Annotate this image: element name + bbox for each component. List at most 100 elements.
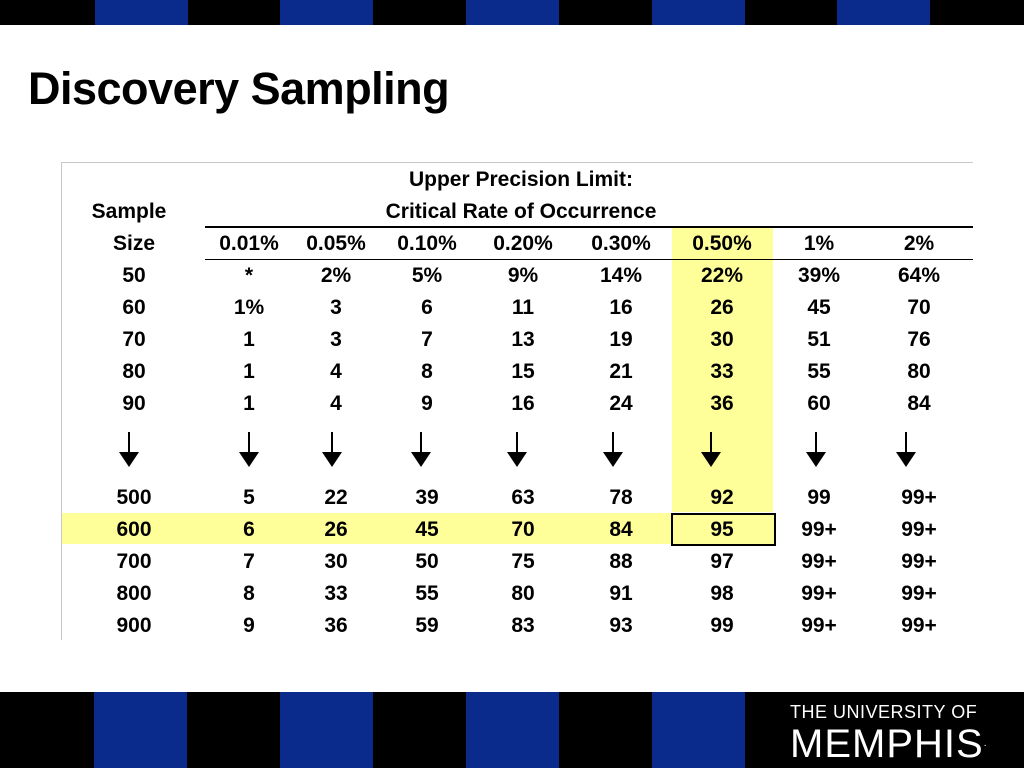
- table-cell: 84: [907, 392, 931, 415]
- table-cell: 30: [710, 328, 734, 351]
- table-frame-top: [61, 162, 973, 163]
- table-cell: 98: [710, 582, 734, 605]
- table-cell: 1: [243, 328, 255, 351]
- table-cell: 99+: [801, 550, 837, 573]
- bottom-stripe-5: [466, 692, 559, 768]
- top-stripe-5: [466, 0, 559, 25]
- sample-size-cell: 700: [116, 550, 152, 573]
- rate-header: 0.20%: [493, 232, 553, 255]
- sample-size-cell: 800: [116, 582, 152, 605]
- table-cell: 75: [511, 550, 535, 573]
- boxed-cell: [671, 513, 776, 546]
- table-cell: 22: [324, 486, 348, 509]
- table-cell: 14%: [599, 264, 643, 287]
- table-cell: 84: [609, 518, 633, 541]
- bottom-stripe-8: [745, 692, 1024, 768]
- table-cell: 1: [243, 392, 255, 415]
- rate-header: 1%: [803, 232, 835, 255]
- rate-header: 2%: [903, 232, 935, 255]
- sample-size-cell: 80: [122, 360, 146, 383]
- table-cell: 63: [511, 486, 535, 509]
- sample-label: Sample: [91, 200, 167, 223]
- table-cell: 3: [330, 328, 342, 351]
- rate-header: 0.10%: [397, 232, 457, 255]
- down-arrow-icon: [119, 432, 139, 467]
- table-cell: 3: [330, 296, 342, 319]
- table-cell: 24: [609, 392, 633, 415]
- down-arrow-icon: [411, 432, 431, 467]
- table-cell: 7: [421, 328, 433, 351]
- table-cell: 99: [710, 614, 734, 637]
- table-cell: 99+: [901, 518, 937, 541]
- table-frame-left: [61, 162, 62, 640]
- first-row-rule: [205, 259, 973, 260]
- table-cell: 4: [330, 392, 342, 415]
- down-arrow-icon: [322, 432, 342, 467]
- table-cell: 99+: [801, 614, 837, 637]
- table-cell: 4: [330, 360, 342, 383]
- highlighted-column: [672, 227, 773, 512]
- table-cell: 19: [609, 328, 633, 351]
- table-cell: 8: [243, 582, 255, 605]
- table-cell: 30: [324, 550, 348, 573]
- bottom-stripe-0: [0, 692, 94, 768]
- university-logo: THE UNIVERSITY OF MEMPHIS.: [790, 702, 990, 766]
- upper-precision-limit-label: Upper Precision Limit:: [408, 168, 634, 191]
- table-cell: 55: [415, 582, 439, 605]
- table-cell: 64%: [897, 264, 941, 287]
- table-cell: 76: [907, 328, 931, 351]
- table-cell: 60: [807, 392, 831, 415]
- bottom-stripe-3: [280, 692, 373, 768]
- down-arrow-icon: [701, 432, 721, 467]
- table-cell: 9: [421, 392, 433, 415]
- top-stripe-9: [837, 0, 931, 25]
- logo-wordmark: MEMPHIS: [790, 722, 984, 766]
- table-cell: 8: [421, 360, 433, 383]
- table-cell: 2%: [320, 264, 352, 287]
- table-cell: 51: [807, 328, 831, 351]
- table-cell: 93: [609, 614, 633, 637]
- table-cell: 13: [511, 328, 535, 351]
- table-cell: 97: [710, 550, 734, 573]
- table-cell: 5: [243, 486, 255, 509]
- table-cell: 88: [609, 550, 633, 573]
- rate-header: 0.30%: [591, 232, 651, 255]
- table-cell: 1%: [233, 296, 265, 319]
- table-cell: 5%: [411, 264, 443, 287]
- table-cell: 45: [415, 518, 439, 541]
- down-arrow-icon: [603, 432, 623, 467]
- table-cell: 6: [243, 518, 255, 541]
- table-cell: 6: [421, 296, 433, 319]
- rate-header: 0.50%: [692, 232, 752, 255]
- table-cell: 15: [511, 360, 535, 383]
- table-cell: 99+: [901, 582, 937, 605]
- table-cell: 36: [324, 614, 348, 637]
- table-cell: 45: [807, 296, 831, 319]
- table-cell: 33: [710, 360, 734, 383]
- table-cell: 1: [243, 360, 255, 383]
- sample-size-cell: 900: [116, 614, 152, 637]
- table-cell: 99+: [901, 614, 937, 637]
- top-stripe-10: [930, 0, 1024, 25]
- top-stripe-3: [280, 0, 374, 25]
- rate-header: 0.05%: [306, 232, 366, 255]
- table-cell: 59: [415, 614, 439, 637]
- table-cell: 78: [609, 486, 633, 509]
- table-cell: 99+: [801, 518, 837, 541]
- highlighted-row: [62, 513, 734, 544]
- table-cell: 99+: [801, 582, 837, 605]
- down-arrow-icon: [239, 432, 259, 467]
- table-cell: 83: [511, 614, 535, 637]
- logo-line2: MEMPHIS.: [790, 722, 990, 766]
- table-cell: 91: [609, 582, 633, 605]
- bottom-stripe-band: [0, 692, 1024, 768]
- top-stripe-1: [94, 0, 188, 25]
- down-arrow-icon: [507, 432, 527, 467]
- table-cell: 21: [609, 360, 633, 383]
- top-stripe-8: [744, 0, 838, 25]
- down-arrow-icon: [806, 432, 826, 467]
- top-stripe-7: [651, 0, 745, 25]
- table-cell: 50: [415, 550, 439, 573]
- table-cell: 36: [710, 392, 734, 415]
- bottom-stripe-1: [94, 692, 187, 768]
